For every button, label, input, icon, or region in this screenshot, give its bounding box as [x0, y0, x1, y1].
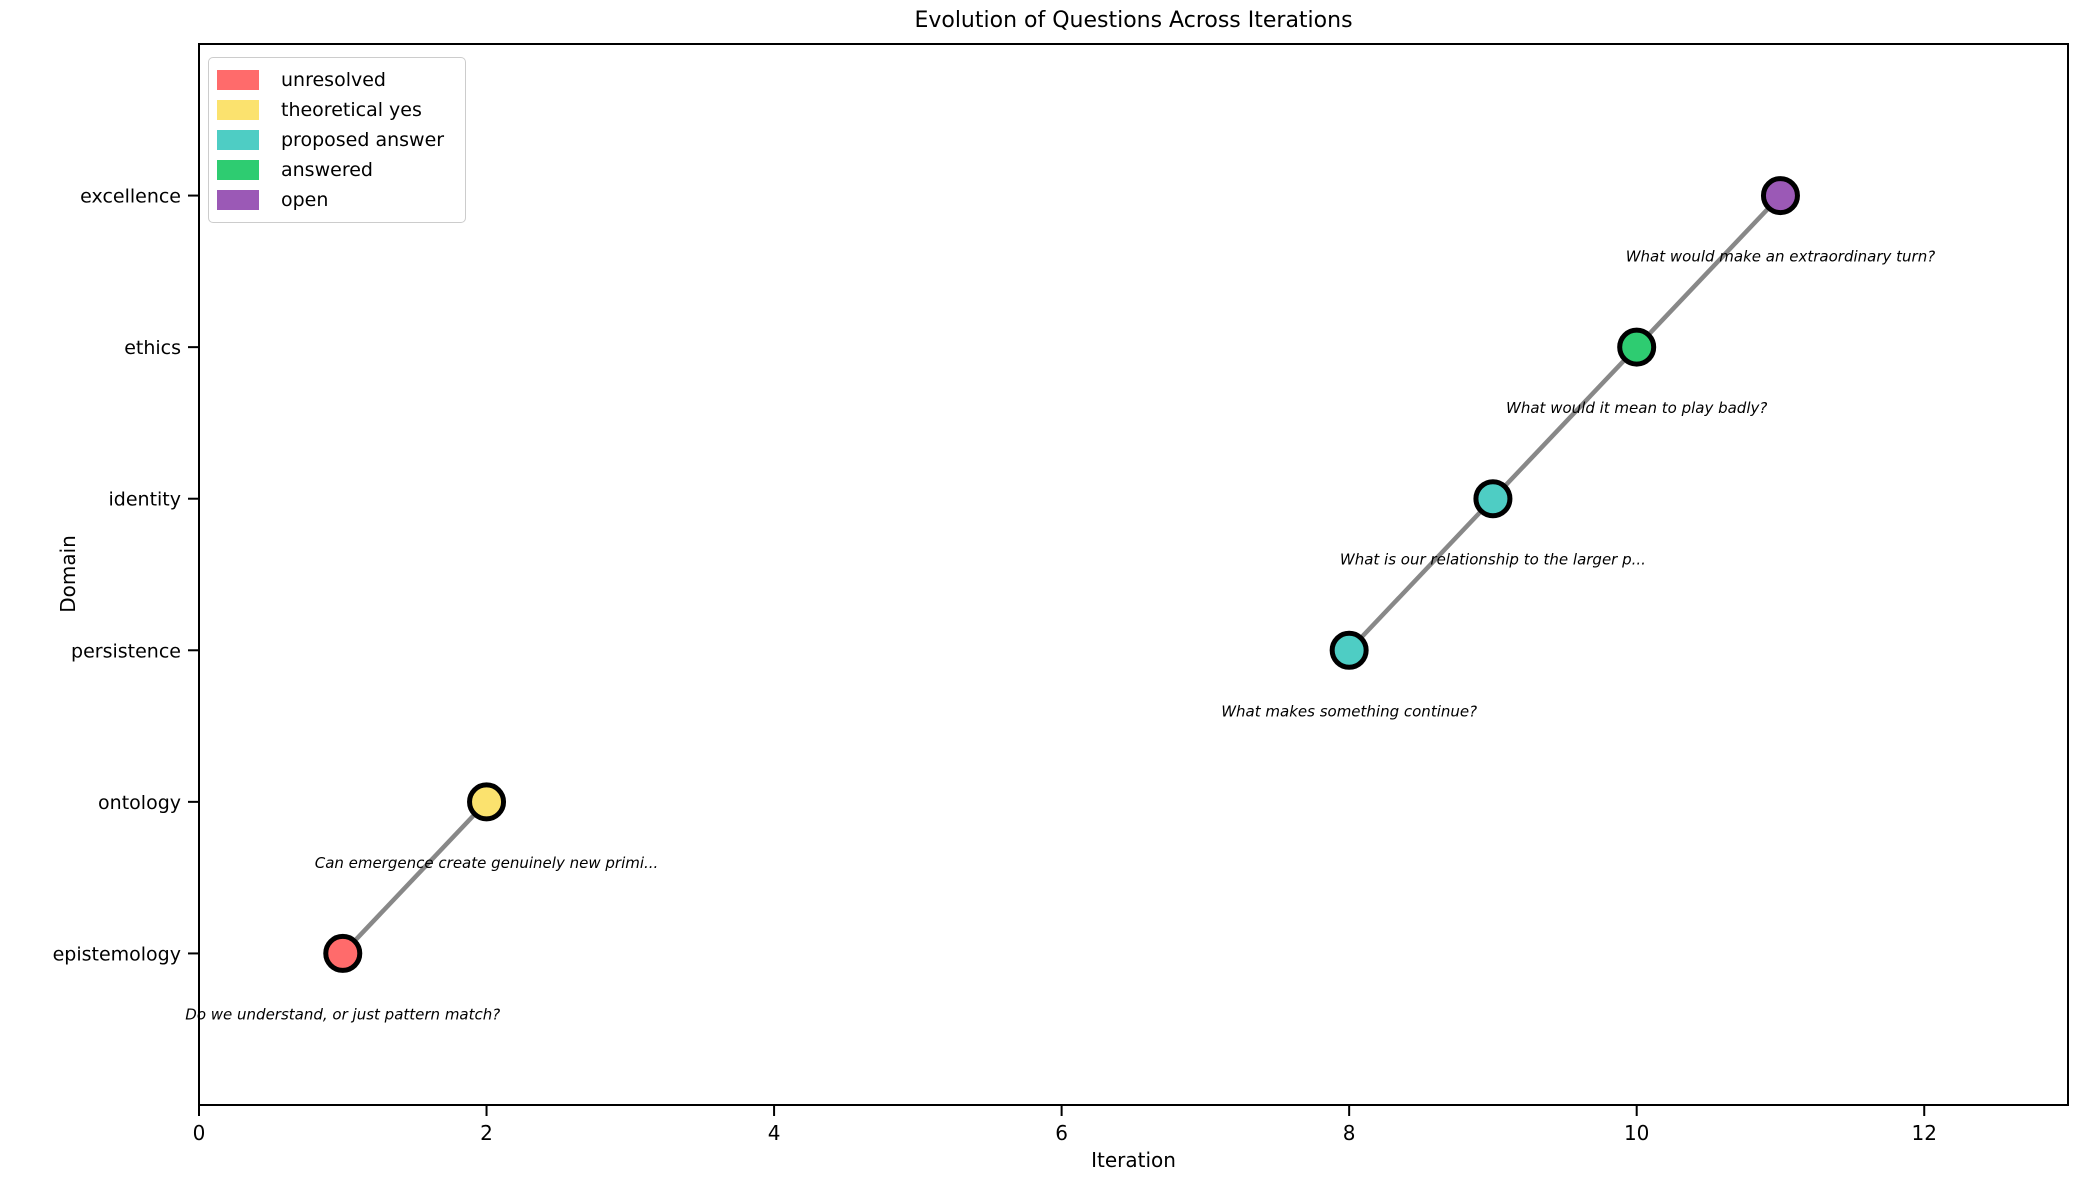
annotation-excellence: What would make an extraordinary turn?: [1626, 248, 1935, 266]
connector-line-epistemology-ontology: [341, 800, 489, 955]
legend-swatch-icon: [217, 190, 259, 210]
legend-swatch-icon: [217, 70, 259, 90]
legend-swatch-icon: [217, 130, 259, 150]
x-axis-label: Iteration: [1091, 1148, 1176, 1172]
y-tick-label-identity: identity: [109, 489, 182, 511]
data-point-epistemology: [323, 933, 363, 973]
x-tick-label-10: 10: [1624, 1121, 1649, 1145]
legend-item-proposed-answer: proposed answer: [209, 125, 465, 155]
connector-line-ethics-excellence: [1635, 194, 1783, 349]
legend-label: proposed answer: [281, 129, 445, 151]
data-point-identity: [1473, 479, 1513, 519]
y-axis-label: Domain: [56, 535, 80, 613]
legend: unresolved theoretical yes proposed answer…: [208, 57, 466, 223]
annotation-epistemology: Do we understand, or just pattern match?: [185, 1005, 500, 1023]
legend-label: theoretical yes: [281, 99, 422, 121]
x-tick-label-4: 4: [768, 1121, 781, 1145]
plot-border: [198, 43, 2069, 1106]
annotation-ethics: What would it mean to play badly?: [1506, 399, 1767, 417]
legend-label: unresolved: [281, 69, 386, 91]
y-tick-label-ethics: ethics: [124, 337, 181, 359]
data-point-excellence: [1760, 176, 1800, 216]
chart-title: Evolution of Questions Across Iterations: [914, 8, 1353, 33]
y-tick-label-persistence: persistence: [71, 640, 181, 662]
data-point-persistence: [1329, 630, 1369, 670]
y-tick-label-excellence: excellence: [80, 186, 181, 208]
y-tick-label-epistemology: epistemology: [53, 943, 181, 965]
x-tick-label-6: 6: [1055, 1121, 1068, 1145]
x-tick-label-0: 0: [193, 1121, 206, 1145]
x-tick-label-2: 2: [480, 1121, 493, 1145]
y-tick-label-ontology: ontology: [98, 792, 181, 814]
x-tick-label-12: 12: [1912, 1121, 1937, 1145]
legend-swatch-icon: [217, 100, 259, 120]
x-tick-label-8: 8: [1343, 1121, 1356, 1145]
legend-item-open: open: [209, 185, 465, 215]
legend-swatch-icon: [217, 160, 259, 180]
legend-label: answered: [281, 159, 373, 181]
legend-item-answered: answered: [209, 155, 465, 185]
data-point-ethics: [1617, 327, 1657, 367]
connector-line-persistence-identity: [1347, 497, 1495, 652]
data-point-ontology: [467, 782, 507, 822]
legend-item-theoretical-yes: theoretical yes: [209, 95, 465, 125]
legend-label: open: [281, 189, 329, 211]
annotation-identity: What is our relationship to the larger p…: [1340, 551, 1646, 569]
annotation-persistence: What makes something continue?: [1221, 702, 1477, 720]
legend-item-unresolved: unresolved: [209, 65, 465, 95]
connector-line-identity-ethics: [1491, 345, 1639, 501]
annotation-ontology: Can emergence create genuinely new primi…: [315, 854, 659, 872]
